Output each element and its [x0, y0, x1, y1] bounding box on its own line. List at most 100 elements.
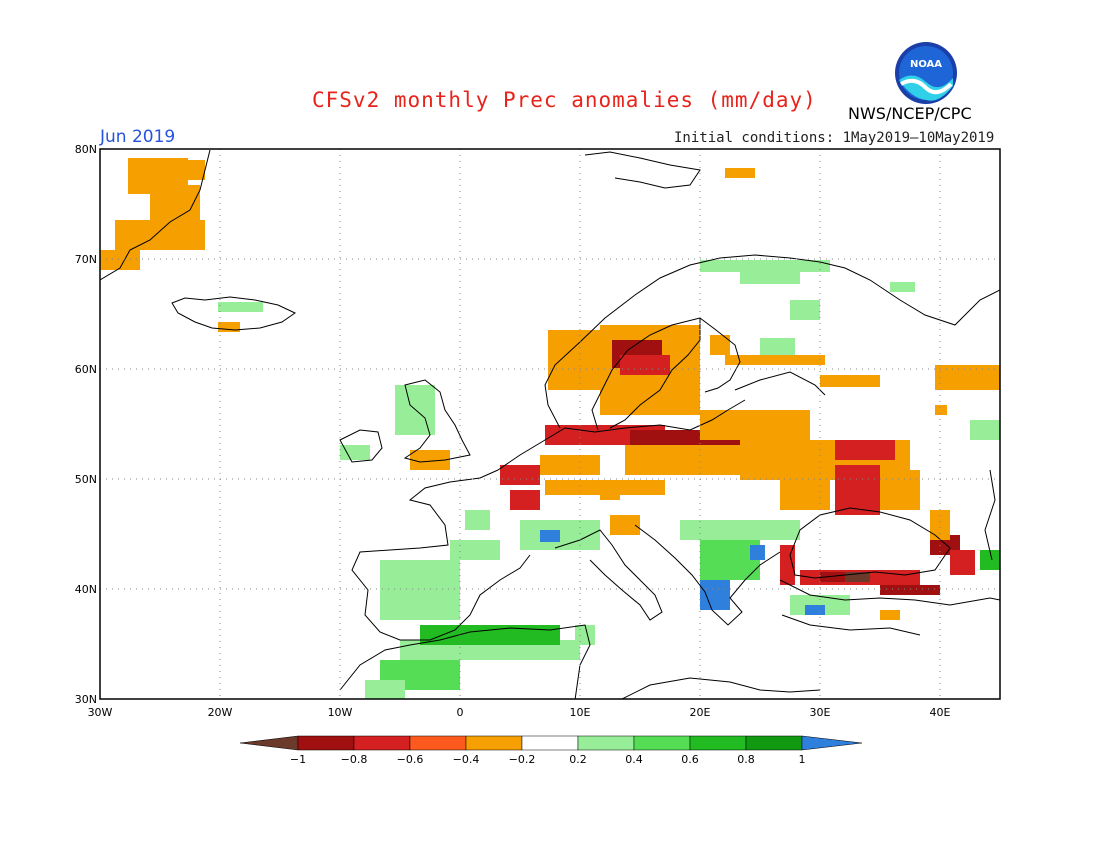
anomaly-cell — [880, 470, 920, 510]
anomaly-cell — [395, 385, 435, 435]
anomaly-cell — [725, 168, 755, 178]
anomaly-cell — [680, 520, 800, 540]
anomaly-cell — [510, 490, 540, 510]
anomaly-cell — [930, 510, 950, 540]
anomaly-cell — [740, 272, 800, 284]
lon-label: 30W — [88, 706, 113, 719]
anomaly-cell — [700, 410, 810, 440]
lat-label: 30N — [75, 693, 97, 706]
anomaly-cell — [835, 465, 880, 515]
anomaly-cell — [500, 465, 540, 485]
anomaly-cell — [700, 580, 730, 610]
anomaly-cell — [410, 450, 450, 470]
colorbar-box — [689, 735, 747, 751]
agency-label: NWS/NCEP/CPC — [848, 104, 972, 123]
anomaly-cell — [340, 445, 370, 460]
anomaly-cell — [700, 260, 830, 272]
anomaly-cell — [890, 282, 915, 292]
anomaly-cell — [880, 585, 940, 595]
anomaly-cell — [970, 420, 1000, 440]
lat-label: 70N — [75, 253, 97, 266]
lon-label: 20W — [208, 706, 233, 719]
colorbar-tick-label: −1 — [290, 753, 306, 766]
anomaly-cell — [548, 330, 608, 390]
colorbar-box — [745, 735, 803, 751]
lat-label: 60N — [75, 363, 97, 376]
lat-axis-labels: 80N 70N 60N 50N 40N 30N — [75, 143, 97, 706]
colorbar-tick-label: 0.6 — [681, 753, 699, 766]
anomaly-cell — [880, 610, 900, 620]
lon-axis-labels: 30W 20W 10W 0 10E 20E 30E 40E — [88, 706, 951, 719]
lon-label: 20E — [690, 706, 711, 719]
lon-label: 10E — [570, 706, 591, 719]
colorbar-box — [521, 735, 579, 751]
map-frame — [99, 148, 1001, 700]
lon-label: 40E — [930, 706, 951, 719]
anomaly-cell — [820, 375, 880, 387]
anomaly-cell — [218, 322, 240, 332]
colorbar-tick-label: 0.4 — [625, 753, 643, 766]
colorbar-box — [465, 735, 523, 751]
colorbar-tick-label: −0.2 — [509, 753, 536, 766]
anomaly-cell — [540, 455, 600, 475]
forecast-month: Jun 2019 — [100, 127, 176, 147]
anomaly-cell — [365, 680, 405, 699]
chart-title: CFSv2 monthly Prec anomalies (mm/day) — [312, 88, 817, 112]
colorbar-tick-label: 1 — [799, 753, 806, 766]
anomaly-cell — [935, 365, 1000, 390]
anomaly-cell — [980, 550, 1000, 570]
lon-label: 30E — [810, 706, 831, 719]
colorbar-box — [353, 735, 411, 751]
colorbar-box — [409, 735, 467, 751]
anomaly-cell — [540, 530, 560, 542]
anomaly-cell — [465, 510, 490, 530]
noaa-logo: NOAA — [895, 42, 957, 104]
colorbar-tick-label: −0.4 — [453, 753, 480, 766]
anomaly-cell — [950, 550, 975, 575]
anomaly-cell — [600, 490, 620, 500]
anomaly-cells — [100, 158, 1000, 699]
anomaly-cell — [610, 515, 640, 535]
colorbar-high-arrow — [801, 735, 863, 751]
colorbar-low-arrow — [239, 735, 299, 751]
anomaly-cell — [175, 160, 205, 180]
colorbar-box — [633, 735, 691, 751]
lon-label: 0 — [457, 706, 464, 719]
anomaly-cell — [150, 185, 200, 220]
logo-text: NOAA — [910, 59, 942, 70]
lat-label: 50N — [75, 473, 97, 486]
anomaly-cell — [790, 300, 820, 320]
anomaly-cell — [750, 545, 765, 560]
anomaly-cell — [805, 605, 825, 615]
colorbar-box — [577, 735, 635, 751]
lat-label: 80N — [75, 143, 97, 156]
anomaly-cell — [450, 540, 500, 560]
coastlines — [100, 149, 1000, 699]
anomaly-cell — [115, 220, 205, 250]
anomaly-cell — [218, 302, 263, 312]
anomaly-cell — [380, 560, 460, 620]
lat-label: 40N — [75, 583, 97, 596]
initial-conditions: Initial conditions: 1May2019—10May2019 — [674, 130, 995, 146]
anomaly-cell — [935, 405, 947, 415]
anomaly-cell — [545, 480, 665, 495]
anomaly-cell — [100, 250, 140, 270]
colorbar-tick-label: 0.2 — [569, 753, 587, 766]
anomaly-cell — [845, 572, 870, 582]
anomaly-cell — [780, 545, 795, 585]
anomaly-cell — [835, 440, 895, 460]
anomaly-cell — [780, 480, 830, 510]
colorbar-box — [297, 735, 355, 751]
anomaly-cell — [625, 445, 745, 475]
anomaly-cell — [710, 335, 730, 355]
colorbar-tick-label: 0.8 — [737, 753, 755, 766]
anomaly-cell — [725, 355, 825, 365]
colorbar-tick-label: −0.6 — [397, 753, 424, 766]
anomaly-cell — [760, 338, 795, 358]
anomaly-cell — [620, 355, 670, 375]
graticule — [100, 149, 1000, 699]
lon-label: 10W — [328, 706, 353, 719]
colorbar-tick-label: −0.8 — [341, 753, 368, 766]
